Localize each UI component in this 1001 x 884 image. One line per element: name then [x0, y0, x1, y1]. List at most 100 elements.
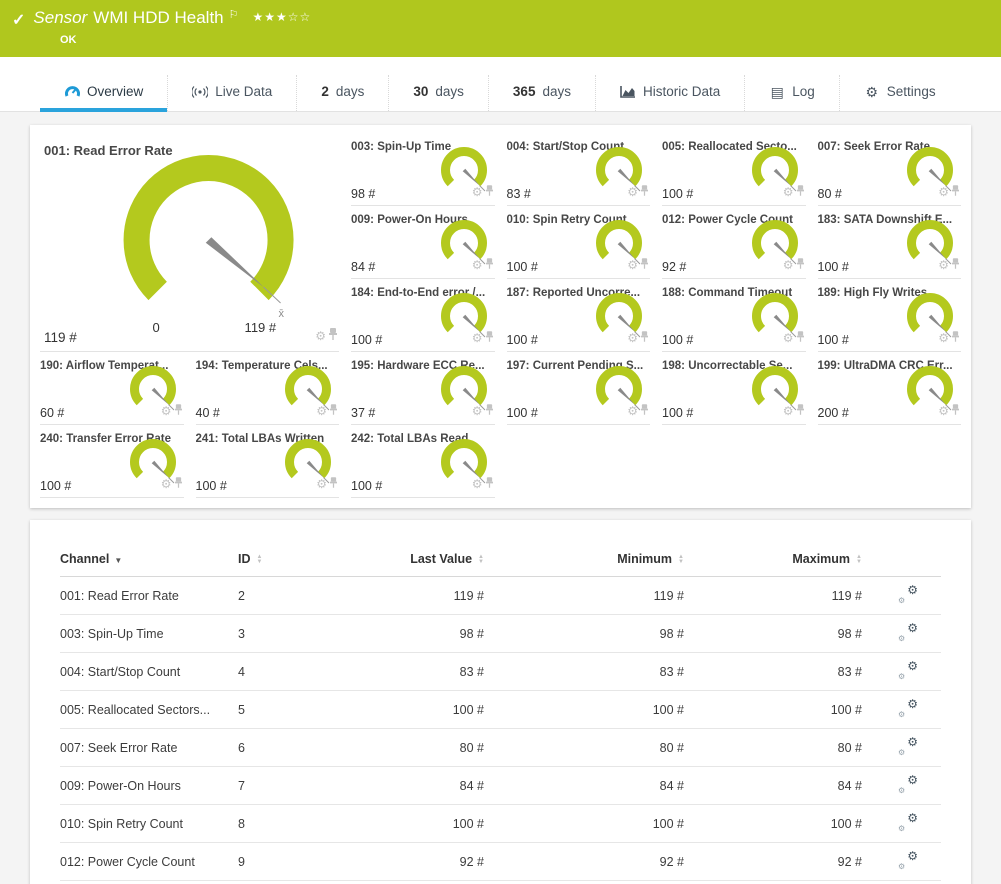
table-row[interactable]: 004: Start/Stop Count 4 83 # 83 # 83 # ⚙…	[60, 653, 941, 691]
pin-icon[interactable]	[641, 256, 648, 274]
channel-name-cell[interactable]: 009: Power-On Hours	[60, 767, 238, 805]
gauge-tile[interactable]: 195: Hardware ECC Re... 37 # ⚙	[351, 352, 495, 425]
pin-icon[interactable]	[330, 402, 337, 420]
edit-channel-gears-icon[interactable]: ⚙⚙	[898, 852, 918, 868]
gear-icon[interactable]: ⚙	[472, 477, 483, 491]
pin-icon[interactable]	[641, 402, 648, 420]
pin-icon[interactable]	[486, 256, 493, 274]
table-row[interactable]: 001: Read Error Rate 2 119 # 119 # 119 #…	[60, 577, 941, 615]
gear-icon[interactable]: ⚙	[627, 185, 638, 199]
channel-name-cell[interactable]: 183: SATA Downshift Err...	[60, 881, 238, 884]
gear-icon[interactable]: ⚙	[161, 404, 172, 418]
pin-icon[interactable]	[952, 329, 959, 347]
gear-icon[interactable]: ⚙	[472, 258, 483, 272]
gear-icon[interactable]: ⚙	[783, 331, 794, 345]
pin-icon[interactable]	[486, 402, 493, 420]
table-row[interactable]: 009: Power-On Hours 7 84 # 84 # 84 # ⚙⚙	[60, 767, 941, 805]
edit-channel-gears-icon[interactable]: ⚙⚙	[898, 662, 918, 678]
gauge-tile[interactable]: 242: Total LBAs Read 100 # ⚙	[351, 425, 495, 498]
channel-name-cell[interactable]: 001: Read Error Rate	[60, 577, 238, 615]
gauge-tile[interactable]: 003: Spin-Up Time 98 # ⚙	[351, 133, 495, 206]
tab-2-days[interactable]: 2 days	[297, 75, 389, 111]
tab-365-days[interactable]: 365 days	[489, 75, 596, 111]
col-header-maximum[interactable]: Maximum▲▼	[684, 546, 862, 577]
pin-icon[interactable]	[797, 256, 804, 274]
pin-icon[interactable]	[329, 327, 337, 345]
pin-icon[interactable]	[486, 183, 493, 201]
channel-name-cell[interactable]: 005: Reallocated Sectors...	[60, 691, 238, 729]
table-row[interactable]: 183: SATA Downshift Err... 10 100 # 100 …	[60, 881, 941, 884]
gear-icon[interactable]: ⚙	[315, 329, 326, 343]
gauge-tile-read-error-rate[interactable]: 001: Read Error Rate x̄ 0 119 # 119 # ⚙	[40, 133, 339, 352]
pin-icon[interactable]	[175, 402, 182, 420]
edit-channel-gears-icon[interactable]: ⚙⚙	[898, 624, 918, 640]
table-row[interactable]: 010: Spin Retry Count 8 100 # 100 # 100 …	[60, 805, 941, 843]
tab-settings[interactable]: ⚙ Settings	[840, 75, 960, 111]
gear-icon[interactable]: ⚙	[627, 331, 638, 345]
gear-icon[interactable]: ⚙	[472, 185, 483, 199]
gear-icon[interactable]: ⚙	[627, 258, 638, 272]
tab-log[interactable]: ▤ Log	[745, 75, 840, 111]
channel-name-cell[interactable]: 003: Spin-Up Time	[60, 615, 238, 653]
tab-overview[interactable]: Overview	[40, 75, 168, 111]
gauge-tile[interactable]: 005: Reallocated Secto... 100 # ⚙	[662, 133, 806, 206]
channel-name-cell[interactable]: 007: Seek Error Rate	[60, 729, 238, 767]
edit-channel-gears-icon[interactable]: ⚙⚙	[898, 586, 918, 602]
gauge-tile[interactable]: 012: Power Cycle Count 92 # ⚙	[662, 206, 806, 279]
gear-icon[interactable]: ⚙	[316, 404, 327, 418]
pin-icon[interactable]	[175, 475, 182, 493]
gear-icon[interactable]: ⚙	[783, 185, 794, 199]
table-row[interactable]: 012: Power Cycle Count 9 92 # 92 # 92 # …	[60, 843, 941, 881]
gauge-tile[interactable]: 199: UltraDMA CRC Err... 200 # ⚙	[818, 352, 962, 425]
gauge-tile[interactable]: 241: Total LBAs Written 100 # ⚙	[196, 425, 340, 498]
gear-icon[interactable]: ⚙	[316, 477, 327, 491]
gauge-tile[interactable]: 010: Spin Retry Count 100 # ⚙	[507, 206, 651, 279]
gauge-tile[interactable]: 198: Uncorrectable Se... 100 # ⚙	[662, 352, 806, 425]
pin-icon[interactable]	[486, 329, 493, 347]
gauge-tile[interactable]: 194: Temperature Cels... 40 # ⚙	[196, 352, 340, 425]
pin-icon[interactable]	[952, 402, 959, 420]
table-row[interactable]: 003: Spin-Up Time 3 98 # 98 # 98 # ⚙⚙	[60, 615, 941, 653]
priority-flag-icon[interactable]: ⚐	[229, 8, 239, 21]
gauge-tile[interactable]: 184: End-to-End error /... 100 # ⚙	[351, 279, 495, 352]
edit-channel-gears-icon[interactable]: ⚙⚙	[898, 738, 918, 754]
gauge-tile[interactable]: 190: Airflow Temperat... 60 # ⚙	[40, 352, 184, 425]
pin-icon[interactable]	[797, 329, 804, 347]
gear-icon[interactable]: ⚙	[783, 258, 794, 272]
channel-name-cell[interactable]: 010: Spin Retry Count	[60, 805, 238, 843]
edit-channel-gears-icon[interactable]: ⚙⚙	[898, 700, 918, 716]
priority-stars[interactable]: ★★★☆☆	[253, 10, 312, 24]
edit-channel-gears-icon[interactable]: ⚙⚙	[898, 776, 918, 792]
col-header-last-value[interactable]: Last Value▲▼	[336, 546, 484, 577]
gear-icon[interactable]: ⚙	[472, 331, 483, 345]
pin-icon[interactable]	[952, 183, 959, 201]
gear-icon[interactable]: ⚙	[627, 404, 638, 418]
gauge-tile[interactable]: 197: Current Pending S... 100 # ⚙	[507, 352, 651, 425]
gauge-tile[interactable]: 240: Transfer Error Rate 100 # ⚙	[40, 425, 184, 498]
col-header-channel[interactable]: Channel▼	[60, 546, 238, 577]
gear-icon[interactable]: ⚙	[472, 404, 483, 418]
tab-30-days[interactable]: 30 days	[389, 75, 489, 111]
edit-channel-gears-icon[interactable]: ⚙⚙	[898, 814, 918, 830]
pin-icon[interactable]	[641, 183, 648, 201]
pin-icon[interactable]	[797, 402, 804, 420]
pin-icon[interactable]	[486, 475, 493, 493]
table-row[interactable]: 007: Seek Error Rate 6 80 # 80 # 80 # ⚙⚙	[60, 729, 941, 767]
gear-icon[interactable]: ⚙	[161, 477, 172, 491]
table-row[interactable]: 005: Reallocated Sectors... 5 100 # 100 …	[60, 691, 941, 729]
tab-historic-data[interactable]: Historic Data	[596, 75, 745, 111]
gauge-tile[interactable]: 009: Power-On Hours 84 # ⚙	[351, 206, 495, 279]
pin-icon[interactable]	[641, 329, 648, 347]
gear-icon[interactable]: ⚙	[938, 258, 949, 272]
channel-name-cell[interactable]: 012: Power Cycle Count	[60, 843, 238, 881]
pin-icon[interactable]	[952, 256, 959, 274]
gear-icon[interactable]: ⚙	[938, 404, 949, 418]
gauge-tile[interactable]: 189: High Fly Writes 100 # ⚙	[818, 279, 962, 352]
gauge-tile[interactable]: 007: Seek Error Rate 80 # ⚙	[818, 133, 962, 206]
col-header-id[interactable]: ID▲▼	[238, 546, 336, 577]
gear-icon[interactable]: ⚙	[938, 185, 949, 199]
channel-name-cell[interactable]: 004: Start/Stop Count	[60, 653, 238, 691]
gauge-tile[interactable]: 187: Reported Uncorre... 100 # ⚙	[507, 279, 651, 352]
gauge-tile[interactable]: 188: Command Timeout 100 # ⚙	[662, 279, 806, 352]
col-header-minimum[interactable]: Minimum▲▼	[484, 546, 684, 577]
